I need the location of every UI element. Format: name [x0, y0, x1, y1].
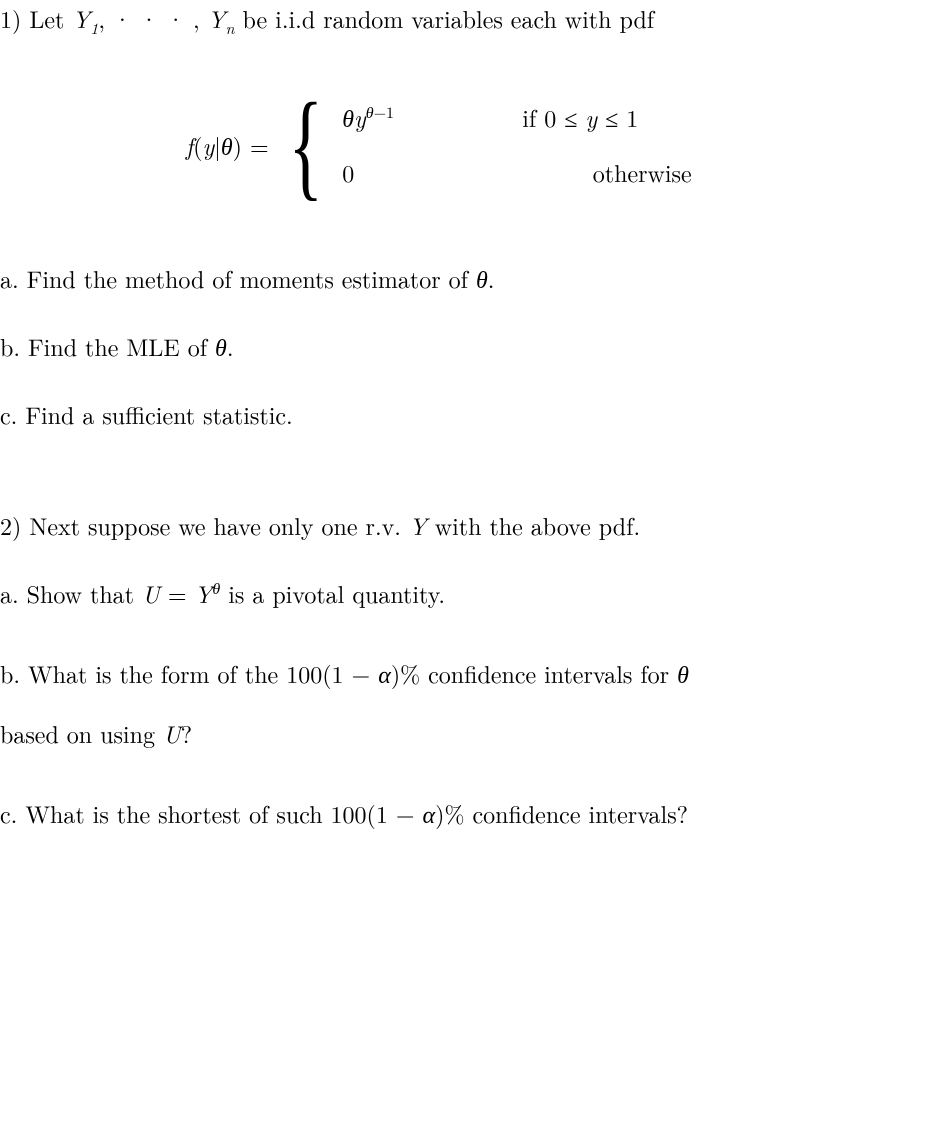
- case2-cond: otherwise: [522, 154, 762, 190]
- case-row-2: 0 otherwise: [342, 145, 762, 200]
- lhs-bar: |: [214, 128, 221, 162]
- lhs-theta: θ: [221, 128, 233, 162]
- p1b-theta: θ: [215, 329, 227, 363]
- problem1-c: c. Find a sufficient statistic.: [0, 396, 948, 432]
- c1-cond-if: if 0 ≤: [522, 100, 585, 134]
- lhs-y: y: [202, 128, 214, 162]
- p1a-theta: θ: [476, 261, 488, 295]
- p2c-alpha: α: [423, 796, 436, 830]
- p2b-theta: θ: [677, 656, 689, 690]
- p1-subn: n: [226, 16, 235, 39]
- p2a-Y: Y: [195, 576, 213, 610]
- problem2-a: a. Show that U = Yθ is a pivotal quantit…: [0, 575, 948, 611]
- p2-intro-suffix: with the above pdf.: [427, 508, 640, 542]
- p2b-line2-U: U: [163, 716, 181, 750]
- p1-yn: Y: [208, 1, 226, 35]
- case2-expr: 0: [342, 154, 522, 190]
- p2a-U: U: [142, 576, 160, 610]
- lhs-paren-close: ) =: [233, 128, 269, 162]
- p2b-alpha: α: [378, 656, 391, 690]
- p2b-line2-suffix: ?: [181, 716, 192, 750]
- document-content: 1) Let Y1, · · · , Yn be i.i.d random va…: [0, 0, 948, 831]
- p2b-mid: )% confidence intervals for: [391, 656, 677, 690]
- c1-cond-leq1: ≤ 1: [597, 100, 638, 134]
- c1-sup-theta: θ: [366, 100, 374, 123]
- p2a-eq: =: [160, 576, 195, 610]
- c1-sup: θ−1: [366, 100, 394, 123]
- problem1-intro: 1) Let Y1, · · · , Yn be i.i.d random va…: [0, 0, 948, 40]
- case1-cond: if 0 ≤ y ≤ 1: [522, 99, 762, 135]
- problem2-c: c. What is the shortest of such 100(1 − …: [0, 795, 948, 831]
- p1-intro-prefix: 1) Let: [0, 1, 72, 35]
- p2a-prefix: a. Show that: [0, 576, 142, 610]
- p2b-line2-prefix: based on using: [0, 716, 163, 750]
- c1-sup-m1: −1: [374, 100, 394, 123]
- problem1-a: a. Find the method of moments estimator …: [0, 260, 948, 296]
- p2a-suffix: is a pivotal quantity.: [220, 576, 445, 610]
- case1-expr: θyθ−1: [342, 99, 522, 135]
- problem1-b: b. Find the MLE of θ.: [0, 328, 948, 364]
- p1a-period: .: [488, 261, 495, 295]
- p2c-prefix: c. What is the shortest of such 100(1 −: [0, 796, 423, 830]
- p1b-text: b. Find the MLE of: [0, 329, 215, 363]
- pdf-equation: f(y|θ) = { θyθ−1 if 0 ≤ y ≤ 1 0 otherwis…: [0, 90, 948, 200]
- p1-intro-suffix: be i.i.d random variables each with pdf: [235, 1, 655, 35]
- equation-wrapper: f(y|θ) = { θyθ−1 if 0 ≤ y ≤ 1 0 otherwis…: [0, 90, 948, 200]
- c1-cond-y: y: [585, 100, 597, 134]
- c1-y: y: [354, 100, 366, 134]
- p2-intro-prefix: 2) Next suppose we have only one r.v.: [0, 508, 409, 542]
- c1-theta: θ: [342, 100, 354, 134]
- p1-dots: , · · · ,: [98, 1, 207, 35]
- problem2-b: b. What is the form of the 100(1 − α)% c…: [0, 643, 948, 763]
- p2-intro-Y: Y: [409, 508, 427, 542]
- case-row-1: θyθ−1 if 0 ≤ y ≤ 1: [342, 90, 762, 145]
- cases-table: θyθ−1 if 0 ≤ y ≤ 1 0 otherwise: [342, 90, 762, 200]
- p1-y1: Y: [72, 1, 90, 35]
- problem2-intro: 2) Next suppose we have only one r.v. Y …: [0, 507, 948, 543]
- p2c-suffix: )% confidence intervals?: [435, 796, 688, 830]
- p1a-text: a. Find the method of moments estimator …: [0, 261, 476, 295]
- p2b-prefix: b. What is the form of the 100(1 −: [0, 656, 378, 690]
- p1b-period: .: [227, 329, 234, 363]
- eq-lhs: f(y|θ) =: [186, 127, 269, 163]
